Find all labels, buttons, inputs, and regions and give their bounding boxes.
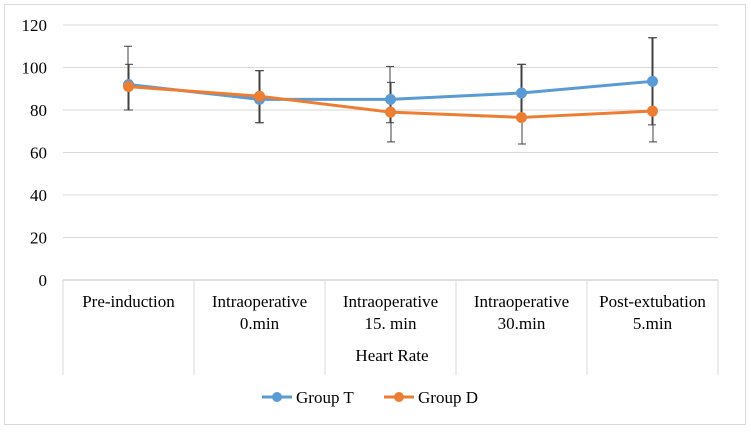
legend: Group T Group D (262, 388, 478, 407)
data-point-group-d (123, 81, 134, 93)
data-point-group-d (647, 105, 658, 117)
axis-labels: 0 20 40 60 80 100 120 Pre-induction Intraoperati… (22, 16, 707, 333)
x-tick-label: Intraoperative 0.min (212, 292, 307, 333)
y-tick-label: 60 (30, 144, 47, 163)
x-tick-label: Intraoperative 15. min (343, 292, 438, 333)
series-lines (123, 75, 658, 123)
legend-item-group-d[interactable]: Group D (384, 388, 478, 407)
y-tick-label: 80 (30, 101, 47, 120)
x-tick-label: Pre-induction (82, 292, 175, 311)
y-tick-label: 20 (30, 229, 47, 248)
x-tick-label: Post-extubation 5.min (599, 292, 706, 333)
data-point-group-d (516, 111, 527, 123)
axes (62, 280, 719, 375)
y-tick-label: 40 (30, 186, 47, 205)
x-tick-label: Intraoperative 30.min (474, 292, 569, 333)
legend-label: Group D (418, 388, 478, 407)
data-point-group-t (516, 87, 527, 99)
y-tick-label: 100 (22, 59, 48, 78)
data-point-group-t (385, 93, 396, 105)
data-point-group-t (647, 75, 658, 87)
y-tick-label: 120 (22, 16, 48, 35)
legend-marker (394, 392, 404, 402)
data-point-group-d (385, 106, 396, 118)
x-axis-title: Heart Rate (355, 346, 428, 365)
legend-item-group-t[interactable]: Group T (262, 388, 354, 407)
data-point-group-d (254, 90, 265, 102)
legend-label: Group T (296, 388, 354, 407)
legend-marker (272, 392, 282, 402)
y-tick-label: 0 (39, 271, 48, 290)
